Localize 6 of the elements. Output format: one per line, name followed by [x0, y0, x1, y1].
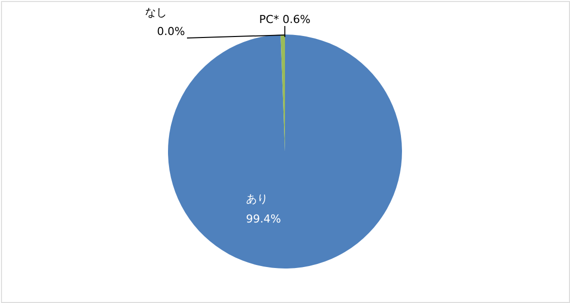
data-label: 99.4%: [246, 212, 281, 226]
pie-slice: [168, 34, 402, 268]
slice-label: PC* 0.6%: [259, 13, 310, 26]
text: 0.0%: [157, 25, 185, 38]
category-label: なし: [145, 6, 167, 19]
slice-label: あり: [246, 192, 268, 206]
